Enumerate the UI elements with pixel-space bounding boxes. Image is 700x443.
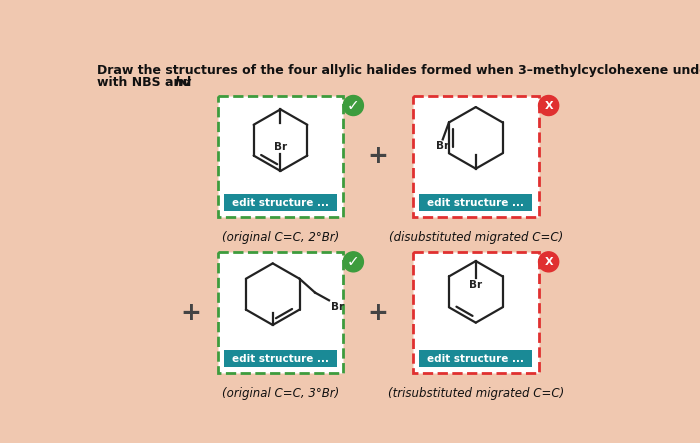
Text: edit structure ...: edit structure ...: [427, 198, 524, 207]
Circle shape: [538, 96, 559, 116]
Text: (disubstituted migrated C=C): (disubstituted migrated C=C): [389, 231, 563, 244]
Bar: [419, 350, 533, 367]
Text: Br: Br: [469, 280, 482, 290]
Text: Br: Br: [274, 143, 287, 152]
Circle shape: [343, 96, 363, 116]
Text: ✓: ✓: [347, 254, 360, 269]
Text: (original C=C, 3°Br): (original C=C, 3°Br): [222, 387, 339, 400]
Text: X: X: [545, 101, 553, 110]
Bar: [218, 96, 343, 217]
Bar: [224, 194, 337, 211]
Circle shape: [538, 252, 559, 272]
Text: ✓: ✓: [347, 98, 360, 113]
Text: with NBS and: with NBS and: [97, 76, 195, 89]
Bar: [419, 194, 533, 211]
Text: edit structure ...: edit structure ...: [232, 354, 329, 364]
Text: (trisubstituted migrated C=C): (trisubstituted migrated C=C): [388, 387, 564, 400]
Bar: [413, 96, 538, 217]
Bar: [413, 252, 538, 373]
Circle shape: [343, 252, 363, 272]
Text: Br: Br: [330, 302, 344, 312]
Bar: [218, 252, 343, 373]
Text: +: +: [368, 144, 388, 168]
Text: edit structure ...: edit structure ...: [427, 354, 524, 364]
Text: Br: Br: [436, 141, 449, 151]
Bar: [224, 350, 337, 367]
Text: X: X: [545, 257, 553, 267]
Text: .: .: [184, 76, 189, 89]
Text: +: +: [180, 301, 201, 325]
Text: Draw the structures of the four allylic halides formed when 3–methylcyclohexene : Draw the structures of the four allylic …: [97, 64, 700, 77]
Text: hv: hv: [174, 76, 191, 89]
Text: edit structure ...: edit structure ...: [232, 198, 329, 207]
Text: (original C=C, 2°Br): (original C=C, 2°Br): [222, 231, 339, 244]
Text: +: +: [368, 301, 388, 325]
